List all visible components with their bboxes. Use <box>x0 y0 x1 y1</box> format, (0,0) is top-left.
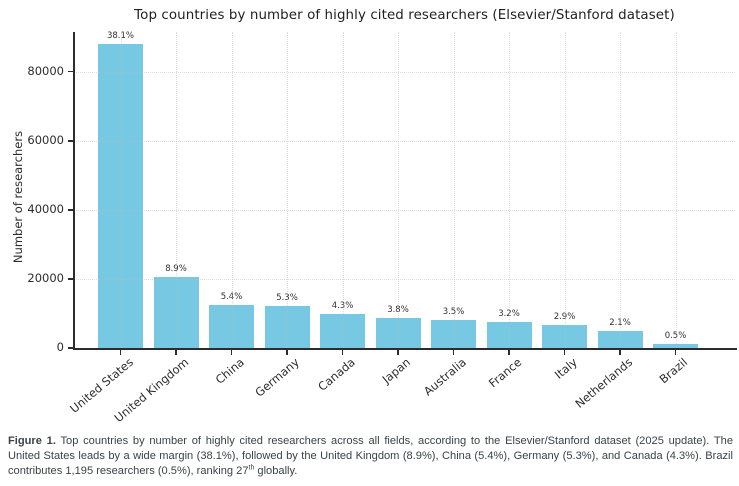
x-tick-mark <box>619 350 621 355</box>
x-tick-mark <box>452 350 455 355</box>
x-axis-line <box>73 348 737 350</box>
vertical-gridline <box>287 32 288 348</box>
caption-superscript: th <box>248 464 255 472</box>
y-tick-mark <box>68 347 73 349</box>
x-tick-mark <box>175 350 177 355</box>
bar-value-label-canada: 4.3% <box>331 300 354 311</box>
horizontal-gridline <box>74 71 735 73</box>
vertical-gridline <box>675 32 677 348</box>
bar-value-label-france: 3.2% <box>498 309 520 320</box>
x-tick-label-italy: Italy <box>551 355 580 382</box>
bar-value-label-united-kingdom: 8.9% <box>165 264 187 275</box>
caption-figure-label: Figure 1. <box>8 435 56 447</box>
vertical-gridline <box>231 32 233 348</box>
vertical-gridline <box>620 32 621 348</box>
x-tick-mark <box>563 350 566 355</box>
bar-value-label-germany: 5.3% <box>276 292 298 303</box>
x-tick-mark <box>119 350 122 355</box>
x-tick-label-australia: Australia <box>420 355 469 399</box>
caption-text-end: globally. <box>254 465 298 477</box>
x-tick-label-japan: Japan <box>379 355 413 387</box>
x-tick-label-germany: Germany <box>252 355 302 400</box>
vertical-gridline <box>509 32 510 348</box>
bar-value-label-japan: 3.8% <box>387 304 409 315</box>
x-tick-label-china: China <box>212 355 247 387</box>
vertical-gridline <box>342 32 344 348</box>
caption-text: Top countries by number of highly cited … <box>8 435 734 477</box>
bar-value-label-italy: 2.9% <box>553 312 576 323</box>
chart-title: Top countries by number of highly cited … <box>134 8 675 23</box>
vertical-gridline <box>398 32 399 348</box>
bar-value-label-brazil: 0.5% <box>664 330 687 341</box>
bar-value-label-china: 5.4% <box>220 292 243 303</box>
bar-value-label-netherlands: 2.1% <box>609 318 631 329</box>
y-axis-line <box>73 32 75 348</box>
x-tick-label-france: France <box>485 355 524 391</box>
y-tick-mark <box>68 209 73 211</box>
bar-value-label-united-states: 38.1% <box>106 31 134 42</box>
x-tick-label-brazil: Brazil <box>656 355 691 387</box>
x-tick-mark <box>508 350 510 355</box>
bar-value-label-australia: 3.5% <box>442 307 465 318</box>
vertical-gridline <box>176 32 177 348</box>
x-tick-mark <box>286 350 288 355</box>
horizontal-gridline <box>74 140 735 142</box>
vertical-gridline <box>120 32 122 348</box>
y-tick-mark <box>68 70 73 73</box>
x-tick-label-netherlands: Netherlands <box>572 355 635 411</box>
y-tick-mark <box>68 140 73 142</box>
y-tick-mark <box>68 278 73 280</box>
y-tick-label: 60000 <box>27 132 64 147</box>
horizontal-gridline <box>74 278 735 280</box>
figure-caption: Figure 1. Top countries by number of hig… <box>8 434 733 479</box>
x-tick-mark <box>341 350 344 355</box>
vertical-gridline <box>453 32 455 348</box>
y-tick-label: 40000 <box>27 201 64 216</box>
y-tick-label: 80000 <box>27 63 64 78</box>
x-tick-mark <box>230 350 233 355</box>
x-tick-mark <box>674 350 677 355</box>
y-tick-label: 0 <box>56 340 64 354</box>
x-tick-label-canada: Canada <box>314 355 358 394</box>
vertical-gridline <box>564 32 566 348</box>
horizontal-gridline <box>74 209 735 211</box>
x-tick-mark <box>397 350 399 355</box>
y-tick-label: 20000 <box>27 270 64 285</box>
